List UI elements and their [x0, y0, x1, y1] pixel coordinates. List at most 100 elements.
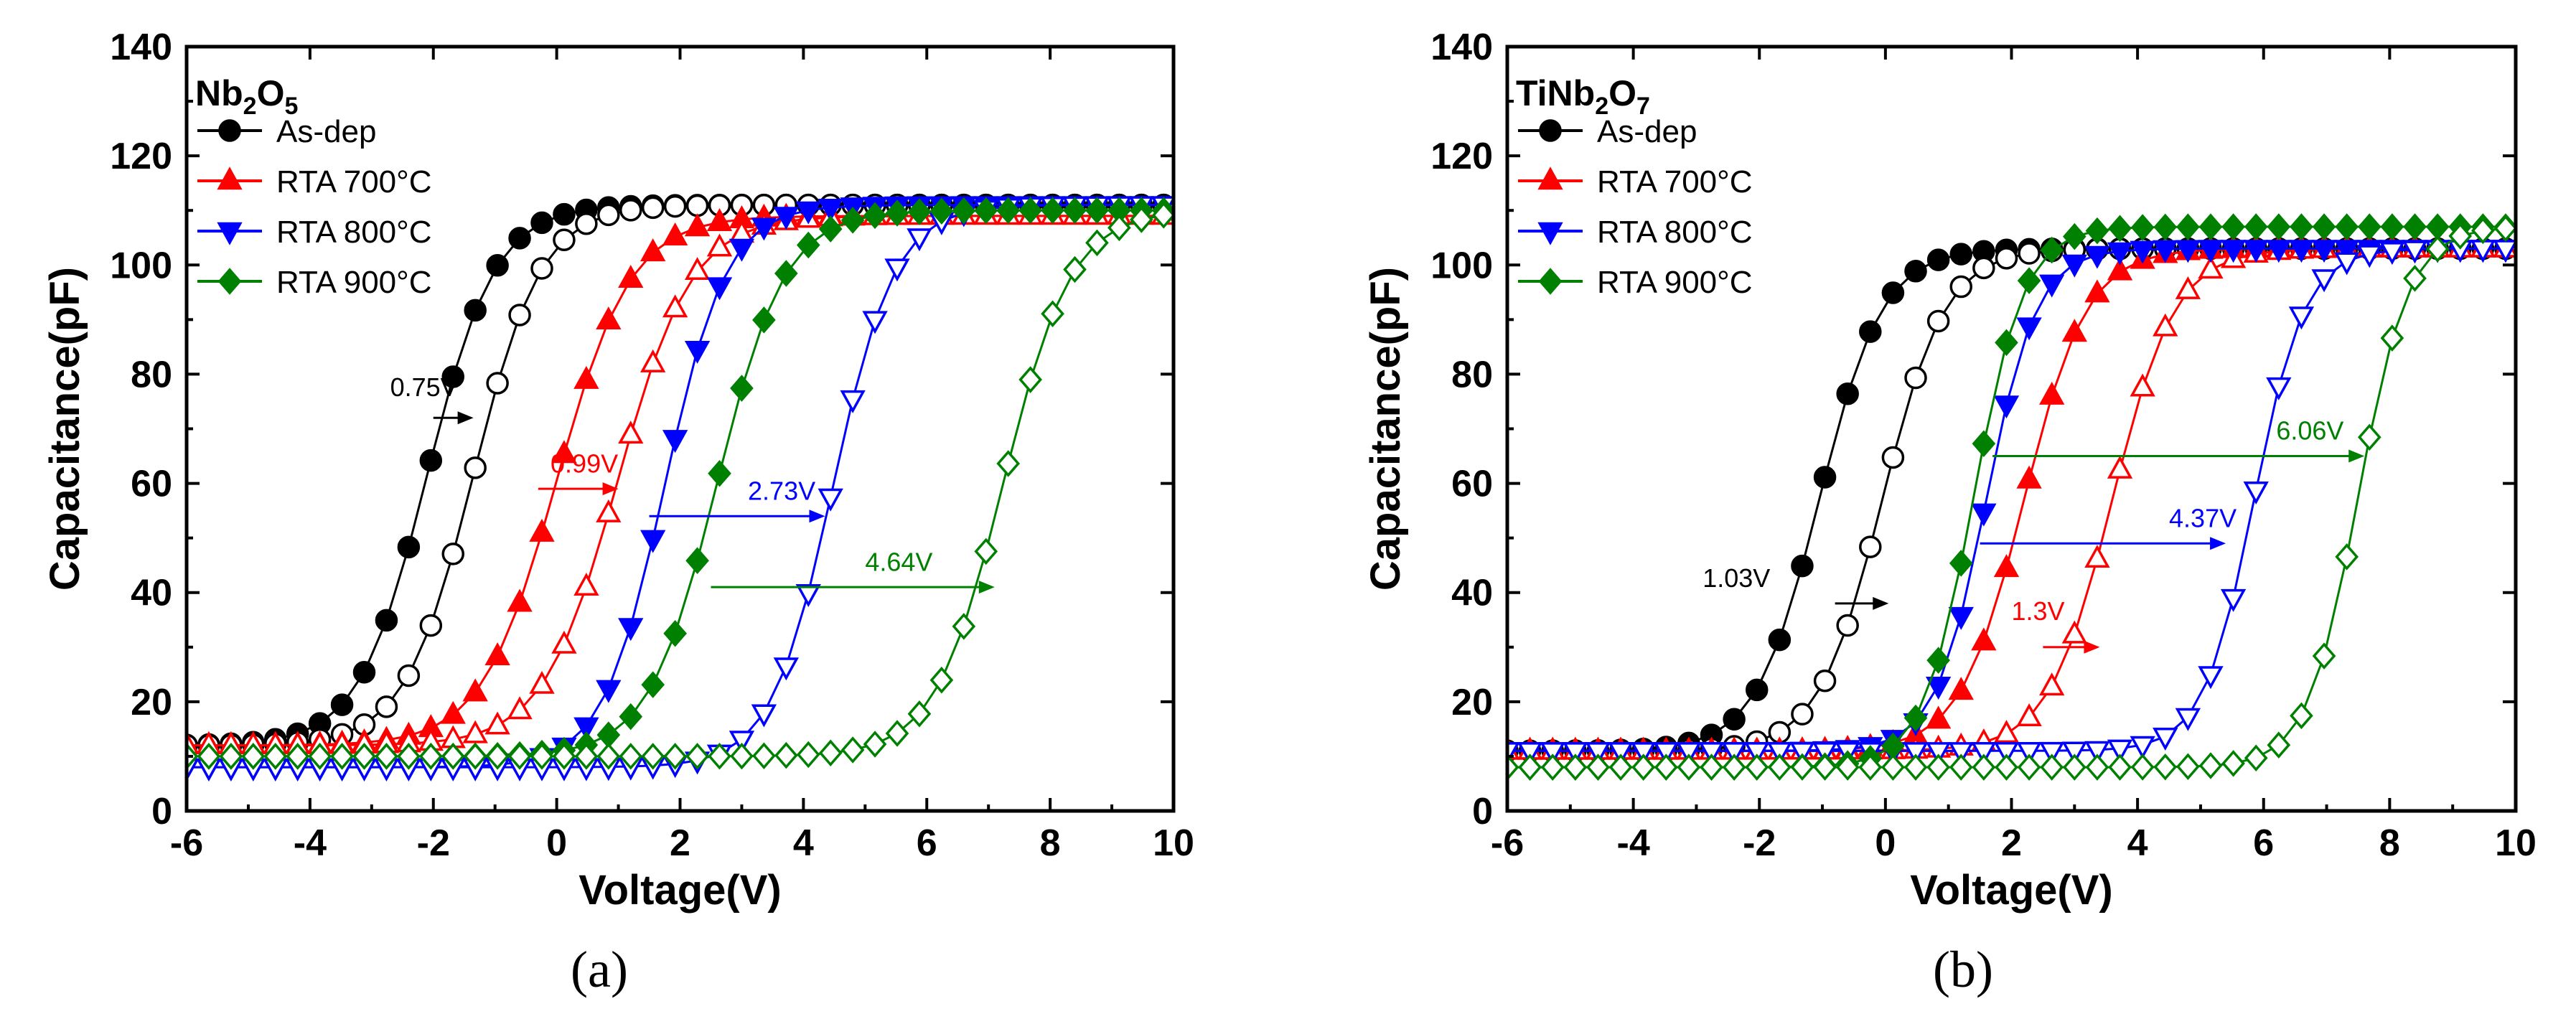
data-point	[796, 231, 820, 259]
data-point	[1836, 614, 1859, 637]
data-point	[2220, 588, 2247, 612]
y-axis-title: Capacitance(pF)	[1362, 267, 1409, 591]
data-point	[640, 238, 666, 262]
data-point	[2040, 754, 2064, 781]
data-point	[1971, 742, 1997, 766]
data-point	[1063, 255, 1087, 283]
data-point	[2085, 217, 2109, 245]
data-point	[1563, 742, 1588, 766]
data-point	[1041, 197, 1064, 225]
y-tick-label: 0	[1472, 791, 1493, 832]
data-point	[597, 203, 620, 227]
data-point	[1835, 754, 1860, 781]
data-point	[1631, 742, 1657, 766]
x-tick-label: -2	[1743, 822, 1776, 864]
title-text: Nb	[195, 73, 243, 113]
data-point	[795, 201, 821, 225]
data-point	[2333, 252, 2360, 276]
data-point	[1971, 503, 1997, 527]
legend-marker	[217, 222, 243, 245]
data-point	[397, 535, 421, 559]
data-point	[1018, 197, 1042, 225]
data-point	[2130, 754, 2155, 781]
series-line	[1507, 247, 2506, 752]
data-point	[263, 743, 288, 770]
y-tick-label: 40	[1451, 573, 1493, 614]
series-line	[1507, 247, 2506, 752]
data-point	[1859, 535, 1882, 558]
data-point	[907, 700, 932, 728]
data-point	[2243, 482, 2269, 504]
data-point	[2130, 736, 2155, 759]
data-point	[840, 390, 866, 413]
chart-panel-1: -6 -4 -2 0 2 4 6 8 10020406080100120140Voltage(V…	[42, 27, 1194, 998]
data-point	[1653, 742, 1679, 766]
data-point	[1972, 754, 1996, 781]
data-point	[641, 671, 665, 698]
data-point	[375, 743, 398, 770]
legend-label: RTA 900°C	[276, 265, 432, 300]
data-point	[2062, 222, 2086, 250]
data-point	[2312, 642, 2336, 670]
series-line	[1507, 225, 2506, 769]
data-point	[2153, 754, 2178, 781]
data-point	[730, 375, 754, 402]
data-point	[2017, 754, 2041, 781]
data-point	[706, 233, 733, 257]
data-point	[2153, 240, 2178, 263]
legend-marker	[1537, 166, 1563, 190]
data-point	[1631, 754, 1655, 781]
data-point	[1041, 300, 1064, 327]
data-point	[2267, 731, 2291, 759]
data-point	[1948, 742, 1974, 766]
data-point	[2288, 306, 2315, 330]
legend-item: RTA 700°C	[1518, 164, 1753, 199]
x-tick-label: 0	[1875, 822, 1896, 864]
panel-material-title: Nb2O5	[195, 73, 298, 120]
data-point	[1151, 202, 1174, 229]
data-point	[486, 372, 509, 395]
data-point	[2039, 274, 2065, 298]
series-line	[1507, 227, 2506, 769]
data-point	[1745, 678, 1769, 702]
title-text: O	[1608, 73, 1636, 113]
data-point	[1903, 704, 1928, 732]
data-point	[2061, 741, 2087, 765]
data-point	[2335, 543, 2359, 571]
data-point	[1904, 260, 1927, 283]
data-point	[618, 421, 644, 444]
data-point	[774, 260, 798, 287]
data-point	[708, 742, 731, 770]
data-point	[1949, 243, 1972, 266]
data-point	[2425, 213, 2450, 240]
data-point	[907, 228, 932, 252]
data-point	[2061, 254, 2087, 278]
data-point	[1585, 742, 1611, 766]
data-point	[685, 194, 709, 217]
data-point	[286, 743, 310, 770]
data-point	[1129, 206, 1153, 233]
data-point	[441, 743, 465, 770]
data-point	[2130, 240, 2155, 264]
data-point	[2107, 242, 2133, 266]
data-point	[529, 670, 555, 694]
data-point	[2016, 741, 2042, 765]
data-point	[219, 743, 243, 770]
series-rta-800-c	[1507, 240, 2516, 766]
data-point	[1881, 281, 1905, 304]
legend-marker	[1539, 119, 1562, 142]
panel-material-title: TiNb2O7	[1516, 73, 1650, 120]
data-point	[1903, 742, 1929, 766]
data-point	[1813, 669, 1837, 693]
data-point	[484, 711, 510, 735]
data-point	[1563, 754, 1588, 781]
legend-label: RTA 900°C	[1597, 265, 1753, 300]
data-point	[1608, 754, 1633, 781]
legend-label: As-dep	[276, 114, 376, 149]
data-point	[2018, 242, 2041, 265]
data-point	[2108, 754, 2132, 781]
annotation-label: 6.06V	[2276, 416, 2343, 446]
data-point	[551, 630, 577, 654]
data-point	[2084, 245, 2110, 269]
data-point	[1677, 754, 1701, 781]
